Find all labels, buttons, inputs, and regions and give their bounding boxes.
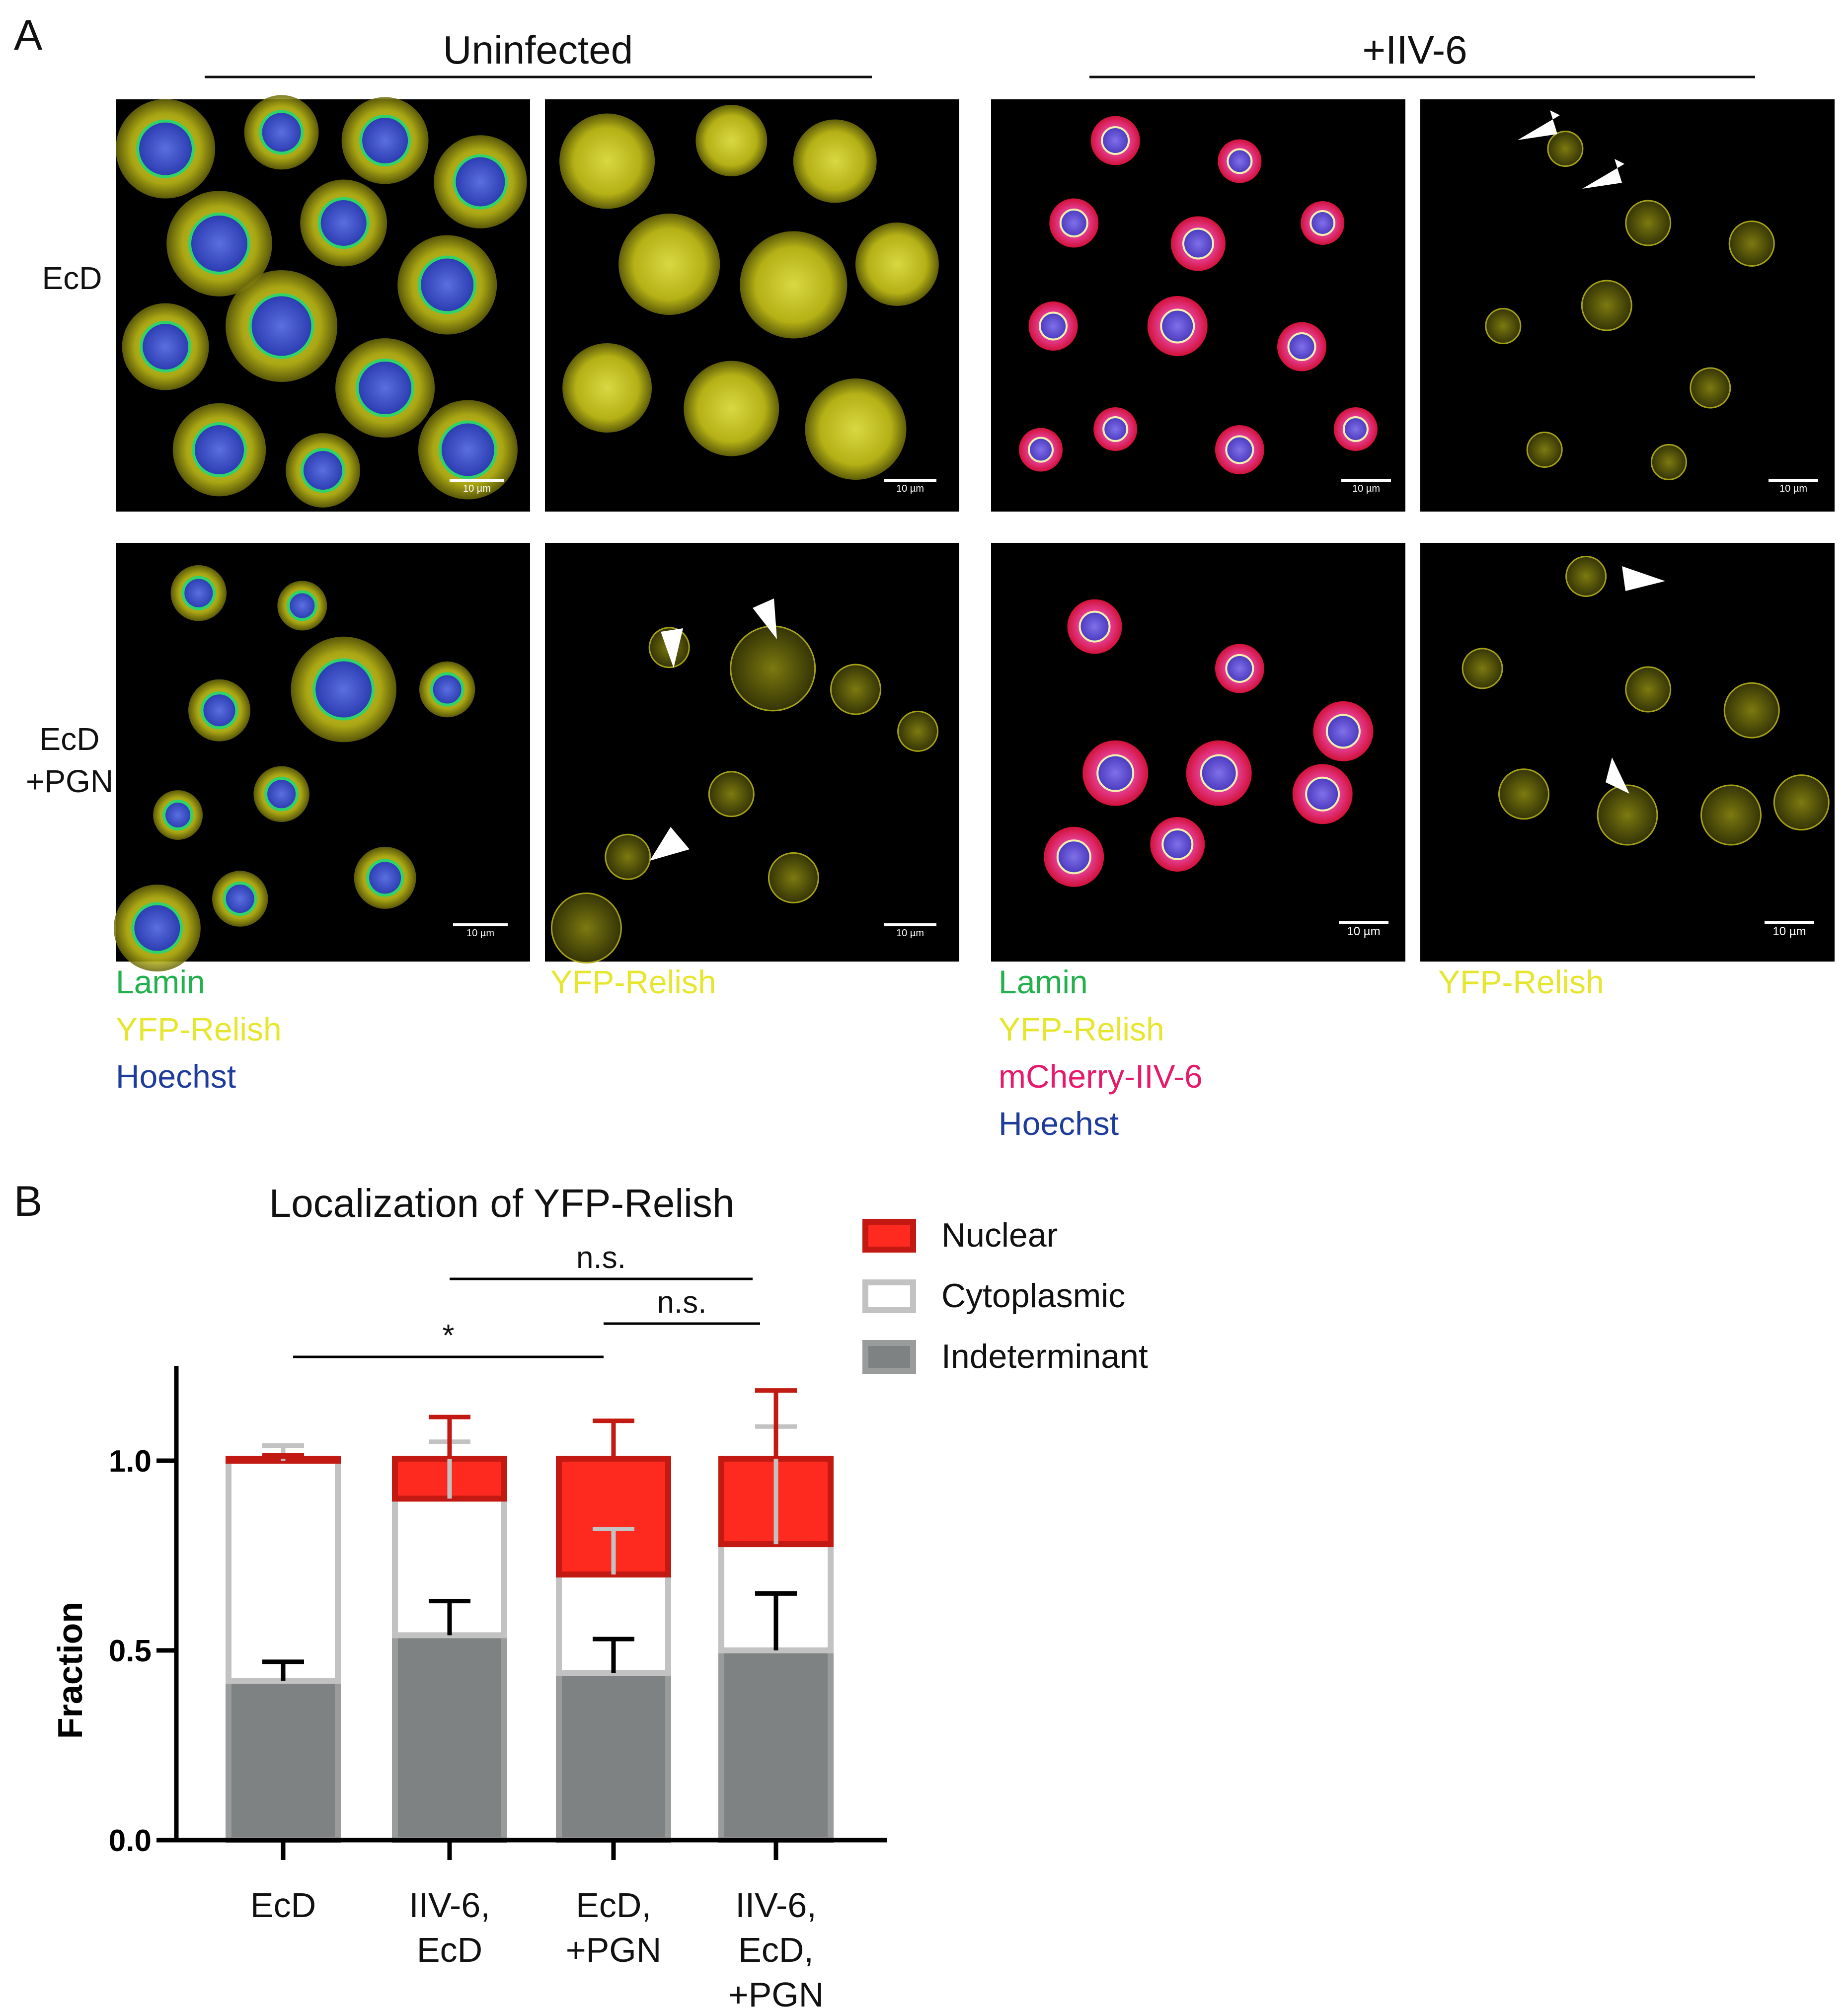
bar-segment-indeterminant	[226, 1678, 341, 1844]
arrowhead-icon	[1518, 110, 1560, 140]
bar-segment-indeterminant	[556, 1670, 671, 1844]
channel-legend-label: Lamin	[999, 964, 1088, 1000]
error-bar	[593, 1527, 634, 1575]
channel-legend-label: mCherry-IIV-6	[999, 1058, 1203, 1095]
error-bar	[429, 1414, 470, 1459]
y-tick-label: 0.5	[109, 1634, 152, 1668]
svg-text:10 µm: 10 µm	[896, 928, 924, 939]
x-tick-label: IIV-6, EcD, +PGN	[728, 1886, 824, 2010]
y-axis-label: Fraction	[51, 1602, 89, 1739]
bar-segment-indeterminant	[718, 1647, 834, 1843]
legend-item-cytoplasmic: Cytoplasmic	[862, 1277, 1125, 1315]
scale-bar: 10 µm	[1339, 921, 1388, 938]
arrowhead-icon	[1622, 566, 1665, 591]
channel-legend-label: YFP-Relish	[999, 1011, 1164, 1047]
error-bar	[755, 1388, 797, 1459]
group-label-infected: +IIV-6	[1362, 28, 1467, 72]
error-bar	[593, 1418, 634, 1459]
scale-bar: 10 µm	[1341, 479, 1391, 494]
arrowhead-icon	[1582, 159, 1624, 189]
chart-legend: Nuclear Cytoplasmic Indeterminant	[862, 1216, 1148, 1375]
scale-bar: 10 µm	[450, 479, 504, 494]
panel-b-letter: B	[14, 1178, 42, 1225]
group-label-uninfected: Uninfected	[443, 28, 633, 72]
error-bar	[262, 1659, 304, 1681]
arrowhead-icon	[753, 598, 777, 639]
svg-text:10 µm: 10 µm	[896, 483, 924, 494]
error-bar	[755, 1591, 797, 1650]
channel-legend-label: YFP-Relish	[1438, 964, 1604, 1000]
significance-label: n.s.	[576, 1241, 626, 1275]
legend-swatch	[862, 1340, 916, 1374]
x-tick-label: EcD, +PGN	[566, 1886, 662, 1969]
significance-bracket: n.s.	[604, 1285, 760, 1325]
scale-bar: 10 µm	[1765, 921, 1814, 938]
legend-label: Nuclear	[941, 1216, 1058, 1254]
stacked-bar-chart: Fraction 0.0 0.5 1.0 EcD IIV-6, EcD EcD, +PGN IIV…	[51, 1241, 887, 2010]
arrowhead-icon	[650, 827, 690, 861]
micrograph-grid	[113, 95, 1835, 972]
significance-bracket: *	[293, 1319, 604, 1358]
svg-text:10 µm: 10 µm	[1779, 483, 1807, 494]
significance-label: *	[442, 1319, 454, 1353]
channel-legend-label: Hoechst	[999, 1105, 1119, 1142]
significance-label: n.s.	[657, 1285, 707, 1320]
significance-bracket: n.s.	[450, 1241, 753, 1280]
x-tick-label: IIV-6, EcD	[409, 1886, 490, 1969]
legend-item-nuclear: Nuclear	[862, 1216, 1058, 1254]
micrograph-iiv6-pgn-yfp	[1420, 543, 1835, 962]
svg-text:10 µm: 10 µm	[463, 483, 491, 494]
legend-label: Cytoplasmic	[941, 1277, 1125, 1315]
legend-item-indeterminant: Indeterminant	[862, 1338, 1148, 1375]
chart-title: Localization of YFP-Relish	[269, 1181, 735, 1225]
micrograph-uninfected-pgn-yfp	[545, 543, 959, 962]
row-label-ecd-pgn: EcD +PGN	[26, 721, 113, 799]
arrowhead-markers	[650, 110, 1665, 861]
channel-legend-label: YFP-Relish	[116, 1011, 282, 1047]
legend-label: Indeterminant	[941, 1338, 1148, 1375]
channel-legends: Lamin YFP-Relish Hoechst YFP-Relish Lamin YFP…	[116, 964, 1604, 1142]
error-bar	[262, 1453, 304, 1459]
legend-swatch	[862, 1219, 916, 1253]
svg-text:10 µm: 10 µm	[1772, 925, 1806, 938]
scale-bar: 10 µm	[884, 479, 936, 494]
channel-legend-label: Hoechst	[116, 1058, 236, 1095]
scale-bars: 10 µm 10 µm 10 µm 10 µm 10 µm 10 µm 10 µ…	[450, 479, 1818, 939]
scale-bar: 10 µm	[1769, 479, 1818, 494]
scale-bar: 10 µm	[453, 923, 508, 939]
channel-legend-label: Lamin	[116, 964, 205, 1000]
y-tick-label: 0.0	[109, 1824, 152, 1858]
y-tick-label: 1.0	[109, 1444, 152, 1479]
row-label-ecd: EcD	[42, 260, 102, 296]
bar-segment-cytoplasmic	[226, 1458, 341, 1684]
channel-legend-label: YFP-Relish	[550, 964, 716, 1000]
arrowhead-icon	[1606, 757, 1629, 794]
legend-swatch	[862, 1279, 916, 1313]
bar-segment-indeterminant	[392, 1632, 507, 1843]
svg-text:10 µm: 10 µm	[466, 928, 494, 939]
error-bar	[593, 1637, 634, 1673]
scale-bar: 10 µm	[884, 923, 936, 939]
panel-a-letter: A	[14, 11, 43, 59]
arrowhead-icon	[661, 628, 683, 668]
error-bar	[429, 1599, 470, 1636]
svg-text:10 µm: 10 µm	[1352, 483, 1380, 494]
x-tick-label: EcD	[250, 1886, 316, 1925]
svg-text:10 µm: 10 µm	[1347, 925, 1380, 938]
